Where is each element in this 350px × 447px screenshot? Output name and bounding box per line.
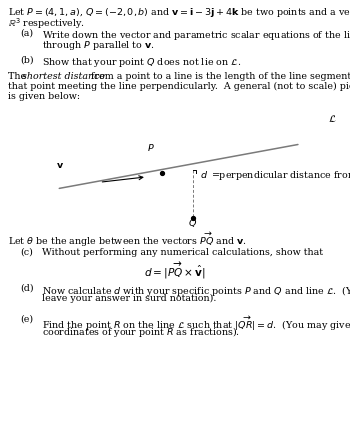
Text: Let $P = (4, 1, a)$, $Q = (-2, 0, b)$ and $\mathbf{v} = \mathbf{i} - 3\mathbf{j}: Let $P = (4, 1, a)$, $Q = (-2, 0, b)$ an… (8, 6, 350, 19)
Text: Now calculate $d$ with your specific points $P$ and $Q$ and line $\mathcal{L}$. : Now calculate $d$ with your specific poi… (42, 284, 350, 298)
Text: $d = |\overrightarrow{PQ} \times \hat{\mathbf{v}}|$: $d = |\overrightarrow{PQ} \times \hat{\m… (144, 261, 206, 281)
Text: $\mathcal{L}$: $\mathcal{L}$ (328, 113, 337, 124)
Text: (b): (b) (20, 56, 34, 65)
Text: is given below:: is given below: (8, 92, 80, 101)
Text: Without performing any numerical calculations, show that: Without performing any numerical calcula… (42, 248, 323, 257)
Text: $\mathbf{v}$: $\mathbf{v}$ (56, 161, 64, 170)
Text: The: The (8, 72, 29, 81)
Text: $P$: $P$ (147, 142, 155, 153)
Text: from a point to a line is the length of the line segment from: from a point to a line is the length of … (88, 72, 350, 81)
Text: that point meeting the line perpendicularly.  A general (not to scale) picture o: that point meeting the line perpendicula… (8, 82, 350, 91)
Text: (c): (c) (20, 248, 33, 257)
Text: $Q$: $Q$ (188, 217, 197, 229)
Text: (d): (d) (20, 284, 34, 293)
Text: =perpendicular distance from $Q$ to $\mathcal{L}$: =perpendicular distance from $Q$ to $\ma… (208, 169, 350, 182)
Text: through $P$ parallel to $\mathbf{v}$.: through $P$ parallel to $\mathbf{v}$. (42, 39, 155, 52)
Text: Let $\theta$ be the angle between the vectors $\overrightarrow{PQ}$ and $\mathbf: Let $\theta$ be the angle between the ve… (8, 231, 247, 249)
Text: (e): (e) (20, 315, 33, 324)
Text: Show that your point $Q$ does not lie on $\mathcal{L}$.: Show that your point $Q$ does not lie on… (42, 56, 241, 69)
Text: $\mathbb{R}^3$ respectively.: $\mathbb{R}^3$ respectively. (8, 16, 85, 30)
Text: (a): (a) (20, 29, 33, 38)
Text: $d$: $d$ (200, 169, 208, 180)
Text: Find the point $R$ on the line $\mathcal{L}$ such that $|\overrightarrow{QR}| = : Find the point $R$ on the line $\mathcal… (42, 315, 350, 333)
Text: coordinates of your point $R$ as fractions).: coordinates of your point $R$ as fractio… (42, 325, 240, 339)
Text: leave your answer in surd notation).: leave your answer in surd notation). (42, 294, 216, 303)
Text: Write down the vector and parametric scalar equations of the line $\mathcal{L}$ : Write down the vector and parametric sca… (42, 29, 350, 42)
Text: shortest distance: shortest distance (22, 72, 105, 81)
